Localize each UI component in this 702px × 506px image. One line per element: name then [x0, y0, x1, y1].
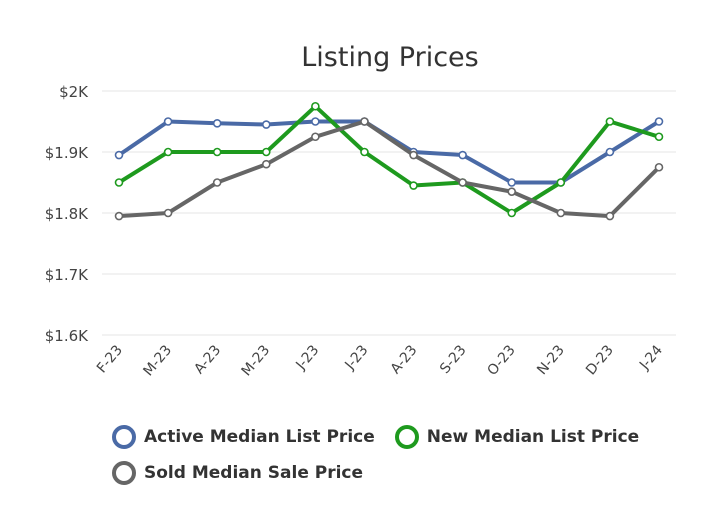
- data-point: [114, 150, 124, 160]
- data-point: [360, 117, 369, 126]
- legend-item-new[interactable]: New Median List Price: [394, 424, 640, 450]
- legend-swatch-sold: [112, 461, 136, 485]
- series-1: [114, 101, 664, 218]
- data-point: [212, 119, 222, 128]
- data-point: [261, 120, 271, 129]
- x-tick-label: F-23: [94, 342, 126, 376]
- data-point: [605, 211, 615, 221]
- data-point: [311, 101, 320, 111]
- data-point: [654, 162, 664, 172]
- data-point: [654, 132, 664, 142]
- series-line: [117, 119, 661, 219]
- series-2: [114, 117, 664, 221]
- data-point: [163, 147, 173, 157]
- legend-label-sold: Sold Median Sale Price: [144, 463, 364, 483]
- data-point: [409, 150, 418, 160]
- data-point: [163, 117, 173, 126]
- x-tick-label: M-23: [140, 342, 175, 379]
- y-tick-label: $1.7K: [45, 266, 89, 284]
- data-point: [360, 147, 369, 157]
- y-axis-ticks: $1.6K $1.7K $1.8K $1.9K $2K: [45, 83, 89, 345]
- data-point: [556, 208, 566, 218]
- data-point: [556, 178, 566, 187]
- legend: Active Median List Price New Median List…: [112, 424, 672, 486]
- data-point: [311, 132, 320, 142]
- chart-title: Listing Prices: [301, 42, 478, 73]
- x-tick-label: M-23: [239, 342, 274, 379]
- x-tick-label: J-23: [342, 342, 372, 373]
- data-point: [605, 117, 615, 126]
- series-layer: [114, 101, 664, 221]
- data-point: [507, 187, 517, 196]
- data-point: [507, 178, 517, 187]
- legend-item-sold[interactable]: Sold Median Sale Price: [112, 460, 363, 486]
- data-point: [212, 147, 222, 157]
- data-point: [507, 208, 517, 218]
- data-point: [212, 178, 222, 187]
- x-tick-label: J-23: [292, 342, 322, 373]
- legend-label-active: Active Median List Price: [144, 427, 375, 447]
- y-tick-label: $1.8K: [45, 205, 89, 223]
- data-point: [311, 117, 320, 126]
- x-tick-label: O-23: [484, 342, 518, 379]
- x-axis-ticks: F-23 M-23 A-23 M-23 J-23 J-23 A-23 S-23 O-23 N-23…: [94, 342, 666, 379]
- legend-swatch-new: [394, 425, 419, 449]
- data-point: [458, 178, 467, 187]
- legend-swatch-active: [112, 425, 136, 449]
- data-point: [458, 150, 467, 160]
- y-tick-label: $1.6K: [45, 327, 89, 345]
- data-point: [114, 178, 124, 187]
- x-tick-label: S-23: [437, 342, 470, 377]
- data-point: [654, 117, 664, 126]
- y-tick-label: $2K: [59, 83, 89, 101]
- data-point: [605, 147, 615, 157]
- x-tick-label: A-23: [388, 342, 421, 377]
- data-point: [409, 181, 418, 190]
- data-point: [114, 211, 124, 221]
- y-tick-label: $1.9K: [45, 144, 89, 162]
- data-point: [261, 147, 271, 157]
- x-tick-label: A-23: [191, 342, 224, 377]
- data-point: [163, 208, 173, 218]
- series-line: [117, 104, 661, 215]
- x-tick-label: J-24: [636, 342, 666, 373]
- x-tick-label: D-23: [583, 342, 617, 378]
- data-point: [261, 159, 271, 169]
- x-tick-label: N-23: [534, 342, 568, 378]
- legend-item-active[interactable]: Active Median List Price: [112, 424, 375, 450]
- legend-label-new: New Median List Price: [426, 427, 640, 447]
